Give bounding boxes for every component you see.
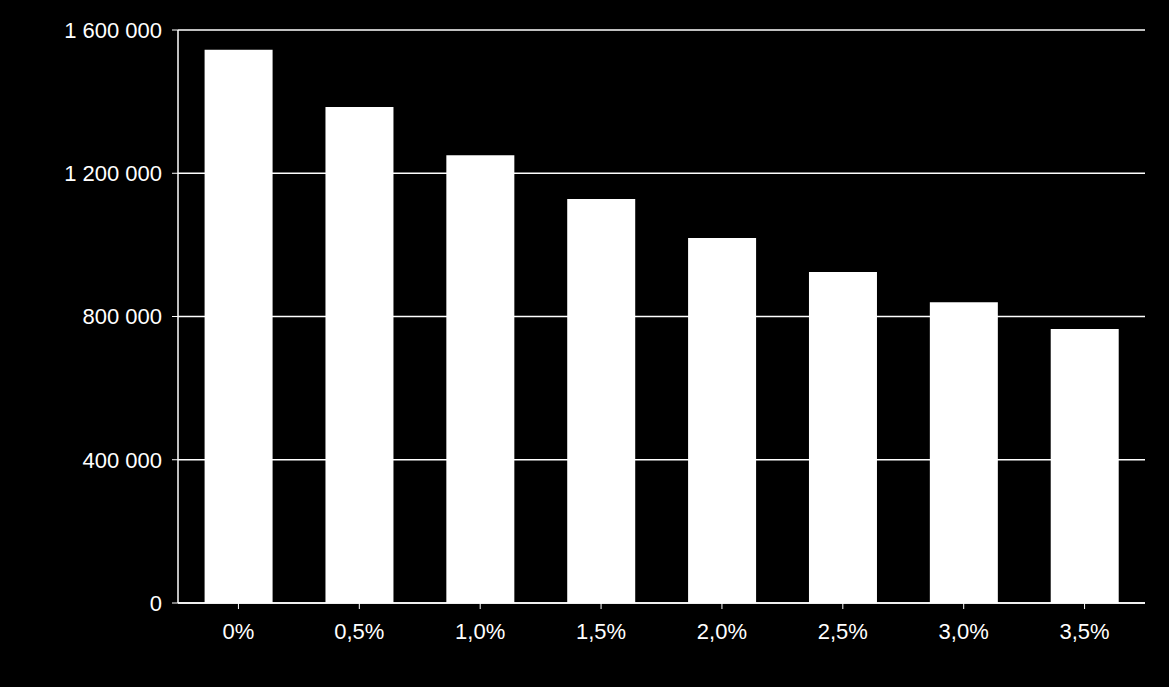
svg-text:0,5%: 0,5% bbox=[334, 619, 384, 644]
svg-text:3,0%: 3,0% bbox=[939, 619, 989, 644]
svg-text:3,5%: 3,5% bbox=[1059, 619, 1109, 644]
svg-text:1 600 000: 1 600 000 bbox=[64, 18, 162, 43]
svg-text:800 000: 800 000 bbox=[82, 304, 162, 329]
svg-text:0: 0 bbox=[150, 591, 162, 616]
svg-text:2,5%: 2,5% bbox=[818, 619, 868, 644]
svg-text:1,0%: 1,0% bbox=[455, 619, 505, 644]
svg-text:1 200 000: 1 200 000 bbox=[64, 161, 162, 186]
svg-text:0%: 0% bbox=[223, 619, 255, 644]
svg-text:1,5%: 1,5% bbox=[576, 619, 626, 644]
svg-text:2,0%: 2,0% bbox=[697, 619, 747, 644]
svg-text:400 000: 400 000 bbox=[82, 448, 162, 473]
